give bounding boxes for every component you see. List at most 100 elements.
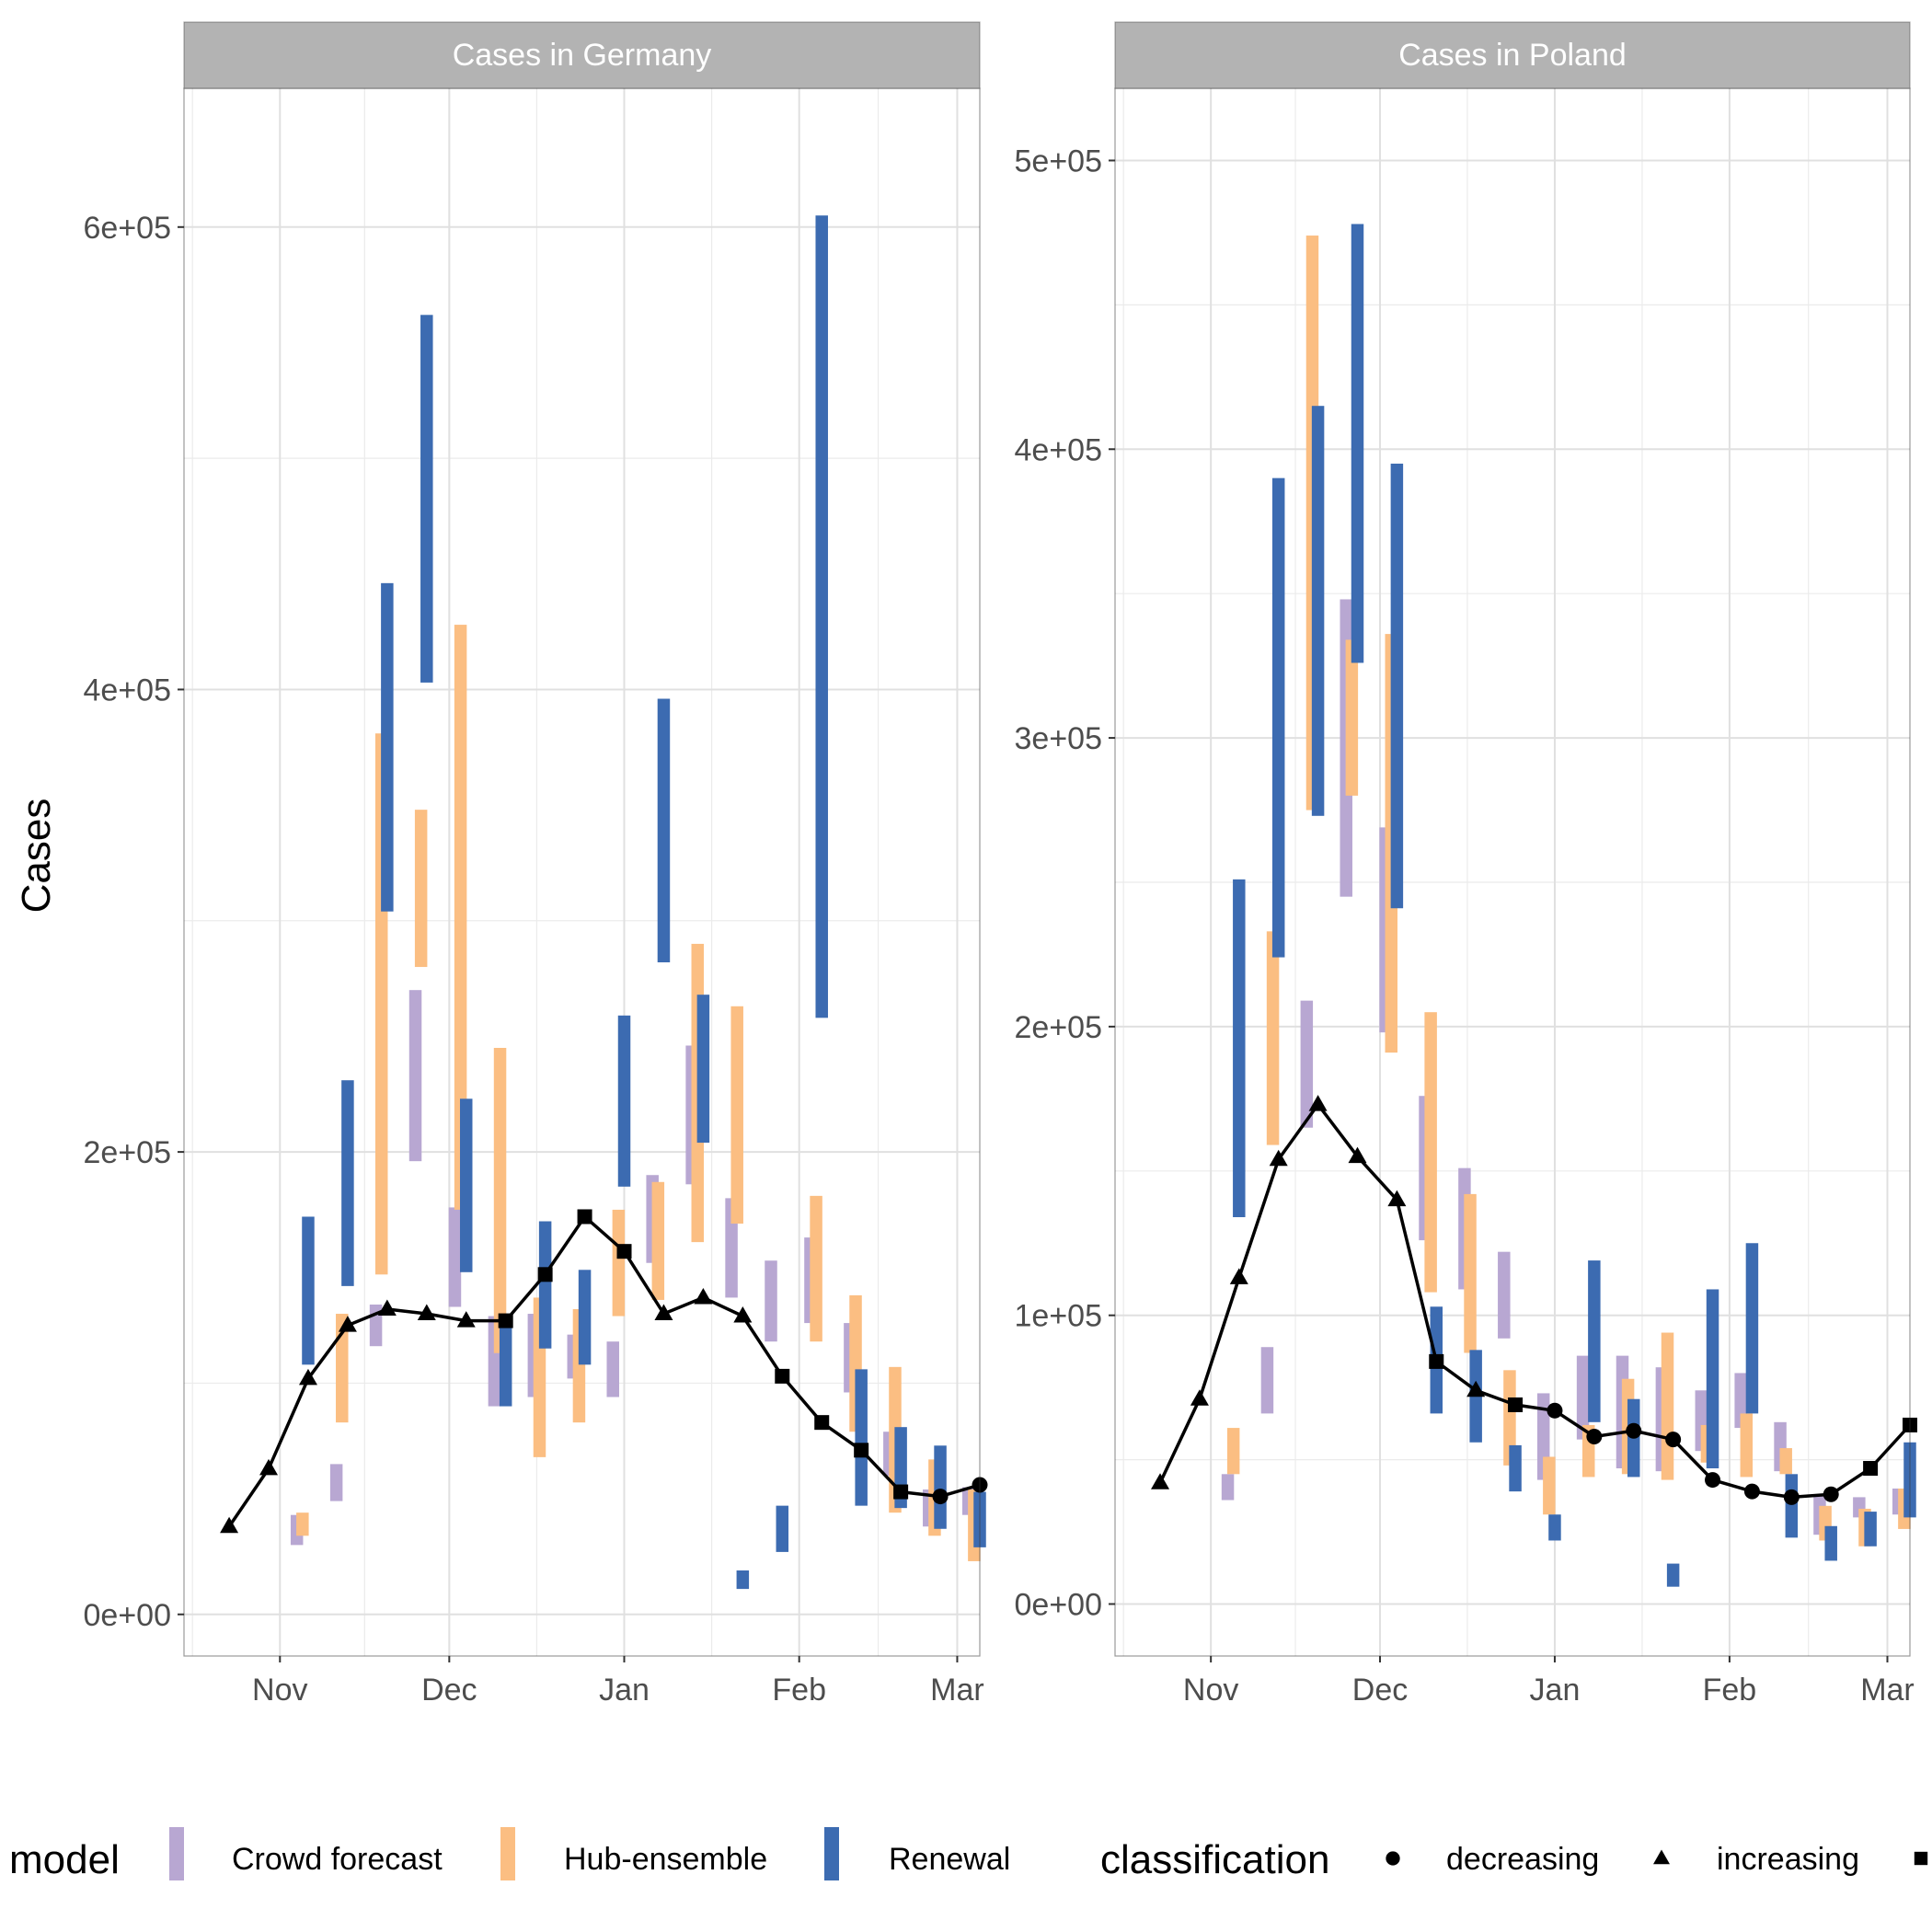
x-tick-label: Mar bbox=[1860, 1673, 1915, 1708]
observed-point-decreasing bbox=[1665, 1432, 1682, 1448]
observed-point-stable bbox=[1863, 1461, 1879, 1477]
forecast-bar-renewal bbox=[381, 582, 394, 912]
legend-label-classification: decreasing bbox=[1446, 1842, 1599, 1877]
forecast-bar-hub-ensemble bbox=[1424, 1012, 1437, 1293]
facet-strip bbox=[1114, 21, 1911, 89]
observed-point-increasing bbox=[456, 1311, 476, 1328]
observed-point-decreasing bbox=[1743, 1483, 1760, 1500]
forecast-bar-renewal bbox=[578, 1270, 592, 1365]
forecast-bar-renewal bbox=[341, 1080, 354, 1286]
forecast-bar-renewal bbox=[1271, 477, 1285, 958]
forecast-bar-renewal bbox=[815, 215, 828, 1018]
forecast-bar-crowd-forecast bbox=[329, 1464, 343, 1501]
facet-title: Cases in Poland bbox=[1398, 38, 1627, 73]
observed-point-stable bbox=[498, 1313, 513, 1328]
facet-strip bbox=[183, 21, 981, 89]
forecast-bar-crowd-forecast bbox=[1221, 1474, 1235, 1501]
forecast-bar-renewal bbox=[1390, 463, 1404, 909]
legend-label-model: Renewal bbox=[889, 1842, 1010, 1877]
observed-point-increasing bbox=[1190, 1389, 1209, 1406]
forecast-bar-hub-ensemble bbox=[1226, 1428, 1240, 1475]
observed-point-stable bbox=[616, 1244, 632, 1259]
legend-title-classification: classification bbox=[1100, 1837, 1329, 1882]
observed-point-increasing bbox=[1151, 1473, 1170, 1489]
forecast-bar-hub-ensemble bbox=[1740, 1413, 1754, 1478]
observed-point-increasing bbox=[1387, 1190, 1407, 1207]
x-tick-label: Nov bbox=[1183, 1673, 1238, 1708]
forecast-bar-hub-ensemble bbox=[454, 625, 467, 1210]
observed-point-stable bbox=[577, 1209, 592, 1225]
forecast-bar-renewal bbox=[617, 1015, 631, 1187]
observed-point-increasing bbox=[220, 1516, 239, 1534]
observed-point-decreasing bbox=[1547, 1402, 1563, 1419]
y-tick-label: 1e+05 bbox=[1015, 1299, 1103, 1334]
y-tick-label: 5e+05 bbox=[1015, 144, 1103, 178]
forecast-bar-hub-ensemble bbox=[1266, 931, 1280, 1145]
x-tick-label: Dec bbox=[1352, 1673, 1408, 1708]
legend-label-model: Crowd forecast bbox=[232, 1842, 443, 1877]
forecast-bar-renewal bbox=[855, 1369, 868, 1506]
forecast-bar-hub-ensemble bbox=[1464, 1193, 1477, 1353]
forecast-bar-hub-ensemble bbox=[493, 1048, 507, 1353]
forecast-bar-renewal bbox=[1666, 1563, 1680, 1587]
x-tick-label: Jan bbox=[1530, 1673, 1581, 1708]
x-tick-label: Nov bbox=[252, 1673, 307, 1708]
legend: model Crowd forecast Hub-ensemble Renewal cl… bbox=[9, 1827, 1928, 1882]
forecast-bar-hub-ensemble bbox=[1345, 639, 1359, 796]
forecast-bar-renewal bbox=[657, 698, 671, 963]
forecast-bar-renewal bbox=[1311, 406, 1325, 816]
observed-point-decreasing bbox=[1823, 1486, 1839, 1502]
observed-point-increasing bbox=[654, 1304, 673, 1321]
legend-title-model: model bbox=[9, 1837, 120, 1882]
panel-0: 0e+00 2e+05 4e+05 6e+05 Nov Dec Jan Feb Mar Cases… bbox=[84, 21, 988, 1708]
forecast-bar-renewal bbox=[420, 315, 433, 683]
observed-point-increasing bbox=[338, 1316, 357, 1332]
forecast-bar-renewal bbox=[736, 1570, 750, 1590]
forecast-bar-crowd-forecast bbox=[1260, 1347, 1274, 1414]
forecast-bar-renewal bbox=[1824, 1525, 1837, 1561]
forecast-bar-hub-ensemble bbox=[1661, 1332, 1674, 1480]
forecast-bar-renewal bbox=[1351, 224, 1364, 663]
observed-point-stable bbox=[1429, 1353, 1444, 1369]
observed-point-stable bbox=[1508, 1397, 1524, 1412]
forecast-bar-hub-ensemble bbox=[1543, 1456, 1556, 1515]
forecast-bar-renewal bbox=[1588, 1260, 1601, 1422]
facet-title: Cases in Germany bbox=[453, 38, 712, 73]
observed-point-increasing bbox=[1269, 1149, 1288, 1167]
forecast-bar-renewal bbox=[696, 995, 710, 1144]
forecast-bar-renewal bbox=[459, 1098, 473, 1272]
y-tick-label: 2e+05 bbox=[1015, 1010, 1103, 1045]
observed-point-increasing bbox=[298, 1368, 317, 1386]
y-tick-label: 2e+05 bbox=[84, 1135, 172, 1170]
observed-point-increasing bbox=[1229, 1268, 1248, 1284]
x-tick-label: Mar bbox=[930, 1673, 984, 1708]
forecast-bar-hub-ensemble bbox=[810, 1195, 822, 1342]
observed-point-increasing bbox=[1466, 1380, 1486, 1397]
chart-panels: 0e+00 2e+05 4e+05 6e+05 Nov Dec Jan Feb Mar Cases… bbox=[84, 21, 1917, 1708]
observed-point-decreasing bbox=[1586, 1429, 1603, 1445]
y-tick-label: 4e+05 bbox=[1015, 432, 1103, 467]
observed-point-stable bbox=[814, 1415, 830, 1431]
forecast-bar-crowd-forecast bbox=[408, 990, 422, 1162]
forecast-bar-renewal bbox=[302, 1216, 315, 1365]
y-tick-label: 3e+05 bbox=[1015, 721, 1103, 756]
forecast-bar-crowd-forecast bbox=[1498, 1251, 1511, 1339]
observed-point-stable bbox=[893, 1484, 909, 1500]
forecast-bar-crowd-forecast bbox=[606, 1341, 619, 1397]
panel-1: 0e+00 1e+05 2e+05 3e+05 4e+05 5e+05 Nov Dec Jan F… bbox=[1015, 21, 1917, 1708]
y-tick-label: 0e+00 bbox=[1015, 1588, 1103, 1623]
legend-label-classification: increasing bbox=[1717, 1842, 1859, 1877]
forecast-bar-renewal bbox=[1785, 1474, 1799, 1538]
forecast-bar-hub-ensemble bbox=[414, 810, 428, 968]
forecast-bar-renewal bbox=[1509, 1444, 1522, 1492]
forecast-bar-hub-ensemble bbox=[1779, 1448, 1792, 1475]
x-tick-label: Feb bbox=[772, 1673, 826, 1708]
observed-point-increasing bbox=[259, 1458, 279, 1476]
forecast-bar-renewal bbox=[1233, 879, 1246, 1218]
legend-key-square bbox=[1914, 1851, 1928, 1866]
forecast-bar-crowd-forecast bbox=[1576, 1355, 1590, 1440]
observed-point-increasing bbox=[377, 1299, 397, 1317]
forecast-bar-hub-ensemble bbox=[336, 1314, 349, 1423]
y-tick-label: 6e+05 bbox=[84, 211, 172, 246]
